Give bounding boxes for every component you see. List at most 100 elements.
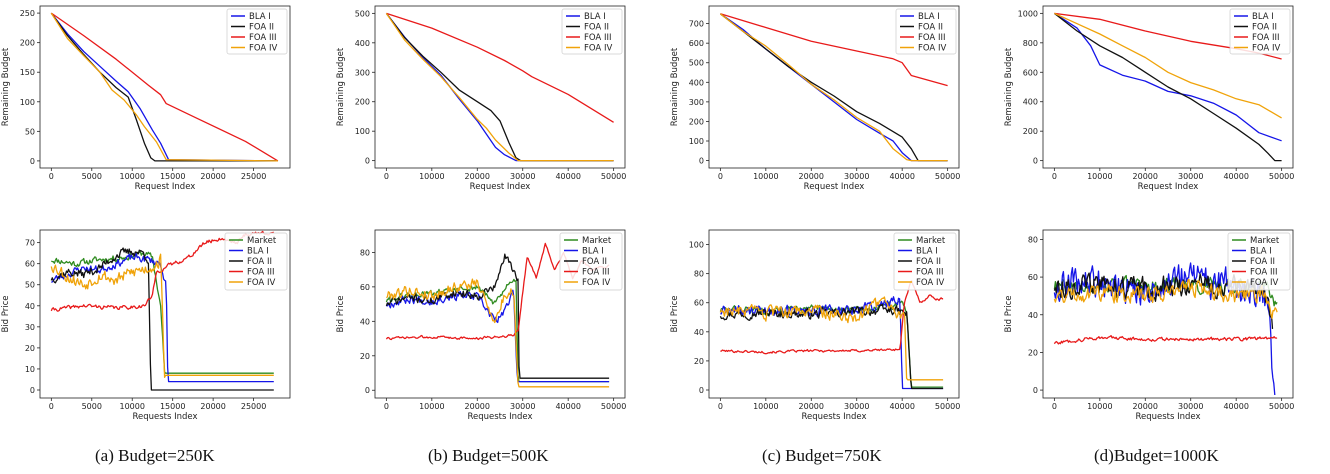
legend-label: BLA I (1250, 247, 1272, 257)
x-tick-label: 40000 (1223, 172, 1248, 181)
x-tick-label: 30000 (844, 402, 869, 411)
y-tick-label: 80 (360, 248, 370, 257)
series-line-foa-iv (50, 253, 274, 379)
legend-label: FOA II (918, 23, 943, 33)
x-axis-label: Request Index (470, 182, 531, 192)
y-tick-label: 400 (689, 78, 704, 87)
x-axis-label: Request Index (1138, 182, 1199, 192)
series-line-foa-iii (1053, 335, 1278, 345)
y-tick-label: 200 (355, 98, 370, 107)
y-tick-label: 0 (30, 157, 35, 166)
x-tick-label: 0 (718, 172, 723, 181)
legend-label: FOA III (584, 33, 611, 43)
x-tick-label: 10000 (1087, 402, 1112, 411)
x-tick-label: 40000 (889, 402, 914, 411)
series-line-foa-ii (50, 12, 278, 162)
panel-c-bottom: 0 10000 20000 30000 40000 50000 0 20 40 60 80 100 Re… (670, 229, 960, 422)
legend-label: FOA III (916, 268, 943, 278)
y-tick-label: 20 (694, 357, 704, 366)
x-tick-label: 20000 (799, 402, 824, 411)
x-tick-label: 10000 (120, 172, 145, 181)
x-tick-label: 30000 (510, 402, 535, 411)
y-tick-label: 200 (20, 39, 35, 48)
series-line-foa-ii (1054, 12, 1282, 162)
y-tick-label: 100 (689, 137, 704, 146)
y-tick-label: 500 (355, 9, 370, 18)
y-tick-label: 50 (25, 127, 35, 136)
y-tick-label: 60 (1028, 273, 1038, 282)
panel-a-bottom: 0 5000 10000 15000 20000 25000 0 10 20 30 40 50 60 70… (1, 229, 291, 422)
x-tick-label: 10000 (120, 402, 145, 411)
y-tick-label: 40 (360, 317, 370, 326)
y-axis-label: Bid Price (670, 295, 680, 332)
y-tick-label: 0 (365, 386, 370, 395)
legend-label: FOA IV (918, 44, 946, 54)
legend-label: BLA I (582, 247, 604, 257)
series-line-foa-iii (720, 13, 948, 87)
legend-label: FOA III (918, 33, 945, 43)
y-tick-label: 20 (1028, 348, 1038, 357)
y-tick-label: 0 (1033, 386, 1038, 395)
y-tick-label: 1000 (1018, 9, 1038, 18)
y-tick-label: 300 (689, 98, 704, 107)
y-tick-label: 10 (25, 365, 35, 374)
legend-label: Market (582, 236, 612, 246)
y-tick-label: 40 (25, 302, 35, 311)
y-tick-label: 70 (25, 239, 35, 248)
legend-label: BLA I (249, 12, 271, 22)
series-line-foa-iv (385, 278, 610, 388)
y-axis-label: Bid Price (1, 295, 11, 332)
y-tick-label: 100 (689, 241, 704, 250)
x-tick-label: 50000 (601, 172, 626, 181)
y-tick-label: 300 (355, 68, 370, 77)
x-tick-label: 5000 (82, 402, 102, 411)
caption-d: (d)Budget=1000K (1094, 446, 1219, 465)
y-tick-label: 50 (25, 281, 35, 290)
y-tick-label: 0 (365, 157, 370, 166)
series-line-bla-i (50, 12, 278, 162)
legend-label: BLA I (1252, 12, 1274, 22)
x-tick-label: 25000 (241, 402, 266, 411)
series-line-foa-iii (720, 280, 944, 355)
legend-label: FOA III (1252, 33, 1279, 43)
series-line-foa-iv (50, 12, 278, 162)
y-tick-label: 0 (699, 157, 704, 166)
x-tick-label: 15000 (160, 172, 185, 181)
x-axis-label: Requests Index (801, 412, 866, 422)
legend-label: FOA III (249, 33, 276, 43)
legend-label: BLA I (584, 12, 606, 22)
x-tick-label: 10000 (753, 402, 778, 411)
x-tick-label: 50000 (935, 402, 960, 411)
y-tick-label: 60 (360, 283, 370, 292)
x-tick-label: 20000 (799, 172, 824, 181)
x-tick-label: 40000 (1223, 402, 1248, 411)
x-tick-label: 20000 (200, 172, 225, 181)
legend-box (895, 8, 957, 55)
legend-label: FOA IV (1250, 278, 1278, 288)
x-tick-label: 0 (718, 402, 723, 411)
x-tick-label: 40000 (555, 402, 580, 411)
y-tick-label: 20 (25, 344, 35, 353)
series-line-foa-iv (1054, 12, 1282, 119)
y-axis-label: Bid Price (1004, 295, 1014, 332)
caption-a: (a) Budget=250K (95, 446, 215, 465)
x-tick-label: 0 (1052, 402, 1057, 411)
y-axis-label: Bid Price (336, 295, 346, 332)
legend-label: FOA IV (916, 278, 944, 288)
y-tick-label: 500 (689, 59, 704, 68)
legend-box (226, 8, 288, 55)
y-tick-label: 400 (355, 39, 370, 48)
panel-a-top: 0 5000 10000 15000 20000 25000 0 50 100 150 200 250… (1, 5, 291, 192)
x-tick-label: 0 (1052, 172, 1057, 181)
series-line-bla-i (1054, 12, 1282, 142)
x-tick-label: 10000 (419, 172, 444, 181)
legend-label: BLA I (916, 247, 938, 257)
y-tick-label: 400 (1023, 98, 1038, 107)
x-axis-label: Requests Index (1135, 412, 1200, 422)
x-tick-label: 10000 (753, 172, 778, 181)
